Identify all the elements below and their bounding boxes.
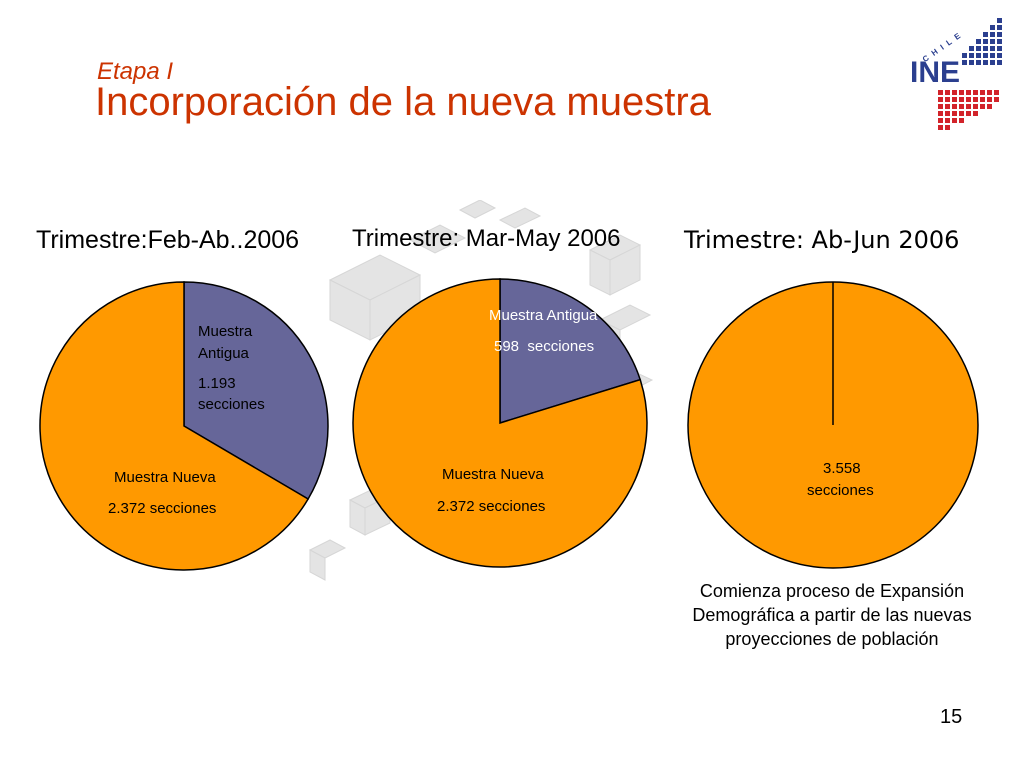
logo-red-dot [938,118,943,123]
ine-chile-logo: INE CHILE [910,18,1002,130]
logo-main-text: INE [910,56,960,89]
logo-blue-dot [990,25,995,30]
logo-blue-dot [983,60,988,65]
logo-red-dot [980,90,985,95]
logo-red-dot [945,125,950,130]
logo-blue-dot [976,60,981,65]
logo-red-dot [973,111,978,116]
pie-2-slice-nueva [352,278,648,568]
chart-1-antigua-label-2: Antigua [198,345,249,362]
logo-red-dot [994,97,999,102]
pie-2-slice-antigua [499,278,642,425]
pie-chart-3 [687,281,979,569]
logo-red-dot [938,104,943,109]
logo-red-dot [966,104,971,109]
logo-blue-dot [997,25,1002,30]
chart-3-value-2: secciones [807,482,874,499]
logo-red-dot [959,104,964,109]
pie-1-slice-nueva [39,281,310,571]
logo-red-dot [952,104,957,109]
logo-red-dot [952,90,957,95]
chart-2-antigua-value: 598 secciones [494,338,595,355]
logo-red-dot [959,111,964,116]
logo-red-dot [952,118,957,123]
page-number: 15 [940,706,963,728]
logo-red-dot [952,97,957,102]
logo-red-dot [987,90,992,95]
logo-red-dot [959,118,964,123]
chart-1-nueva-label: Muestra Nueva [114,469,216,486]
logo-blue-dot [997,32,1002,37]
logo-blue-dot [983,32,988,37]
chart-2-title: Trimestre: Mar-May 2006 [352,225,621,252]
logo-blue-dot [997,53,1002,58]
logo-red-dot [980,104,985,109]
logo-blue-dot [990,39,995,44]
logo-blue-dot [976,39,981,44]
logo-red-dot [987,97,992,102]
logo-red-dot [945,104,950,109]
logo-blue-dot [997,18,1002,23]
logo-red-dot [945,111,950,116]
chart-1-antigua-label-1: Muestra [198,323,253,340]
chart-2-antigua-label: Muestra Antigua [489,307,598,324]
logo-red-dot [973,104,978,109]
logo-red-dot [973,90,978,95]
section-subtitle: Etapa I [97,58,174,85]
logo-red-dot [966,90,971,95]
logo-blue-dot [983,53,988,58]
chart-3-title: Trimestre: Ab-Jun 2006 [684,226,960,254]
logo-blue-dot [976,46,981,51]
chart-2-nueva-label: Muestra Nueva [442,466,544,483]
logo-red-dot [973,97,978,102]
logo-blue-dot [969,53,974,58]
logo-blue-dot [997,60,1002,65]
logo-red-dot [938,97,943,102]
logo-red-dot [945,97,950,102]
logo-blue-dot [997,39,1002,44]
logo-red-dot [994,90,999,95]
logo-red-dot [945,90,950,95]
logo-blue-dot [997,46,1002,51]
logo-red-dot [980,97,985,102]
chart-1-nueva-value: 2.372 secciones [108,500,217,517]
page-title: Incorporación de la nueva muestra [95,80,711,124]
chart-2-nueva-value: 2.372 secciones [437,498,546,515]
logo-red-dot [966,97,971,102]
chart-1-antigua-value-1: 1.193 [198,375,236,392]
logo-blue-dot [962,60,967,65]
logo-red-dot [987,104,992,109]
logo-red-dot [952,111,957,116]
pie-chart-2 [352,278,648,568]
logo-blue-dot [983,39,988,44]
chart-1-title: Trimestre:Feb-Ab..2006 [36,226,300,254]
logo-red-dot [966,111,971,116]
logo-blue-dot [962,53,967,58]
logo-red-dot [938,90,943,95]
logo-blue-dot [990,46,995,51]
logo-red-dot [945,118,950,123]
logo-red-dot [938,111,943,116]
logo-blue-dot [969,60,974,65]
logo-red-dot [959,90,964,95]
chart-3-value-1: 3.558 [823,460,861,477]
chart-1-antigua-value-2: secciones [198,396,265,413]
pie-1-slice-antigua [183,281,329,501]
logo-blue-dot [983,46,988,51]
pie-chart-1 [39,281,329,571]
logo-blue-dot [969,46,974,51]
logo-red-dot [959,97,964,102]
logo-blue-dot [990,53,995,58]
logo-blue-dot [990,32,995,37]
logo-blue-dot [990,60,995,65]
logo-blue-dot [976,53,981,58]
expansion-note: Comienza proceso de Expansión Demográfic… [692,581,972,649]
logo-red-dot [938,125,943,130]
